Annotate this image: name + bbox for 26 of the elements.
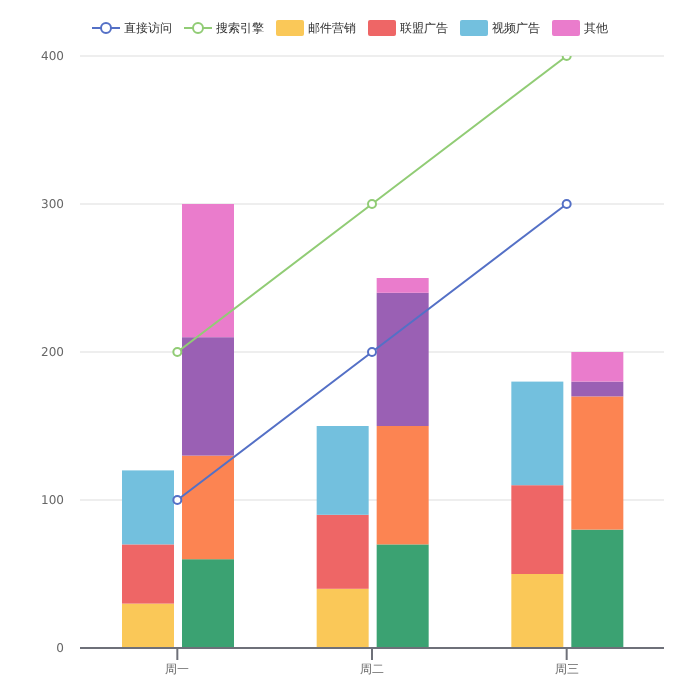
bar <box>316 514 369 589</box>
bar <box>122 544 174 604</box>
bar <box>182 204 234 338</box>
bar <box>571 381 624 397</box>
bar <box>511 485 564 574</box>
point <box>172 347 183 357</box>
bar <box>376 544 429 648</box>
bar <box>571 529 624 648</box>
bar <box>316 426 369 515</box>
point <box>367 199 377 209</box>
point <box>172 495 183 505</box>
bar <box>182 337 234 456</box>
bar <box>376 292 429 426</box>
point <box>561 199 572 209</box>
bar <box>182 455 234 560</box>
bar <box>511 574 564 648</box>
bar <box>511 381 564 486</box>
point <box>367 347 377 357</box>
bar <box>376 426 429 545</box>
bar <box>571 396 624 530</box>
bar <box>571 352 624 382</box>
bar <box>182 559 234 648</box>
bar <box>122 603 174 648</box>
bar <box>376 278 429 293</box>
bar <box>316 588 369 648</box>
bar <box>122 470 174 545</box>
